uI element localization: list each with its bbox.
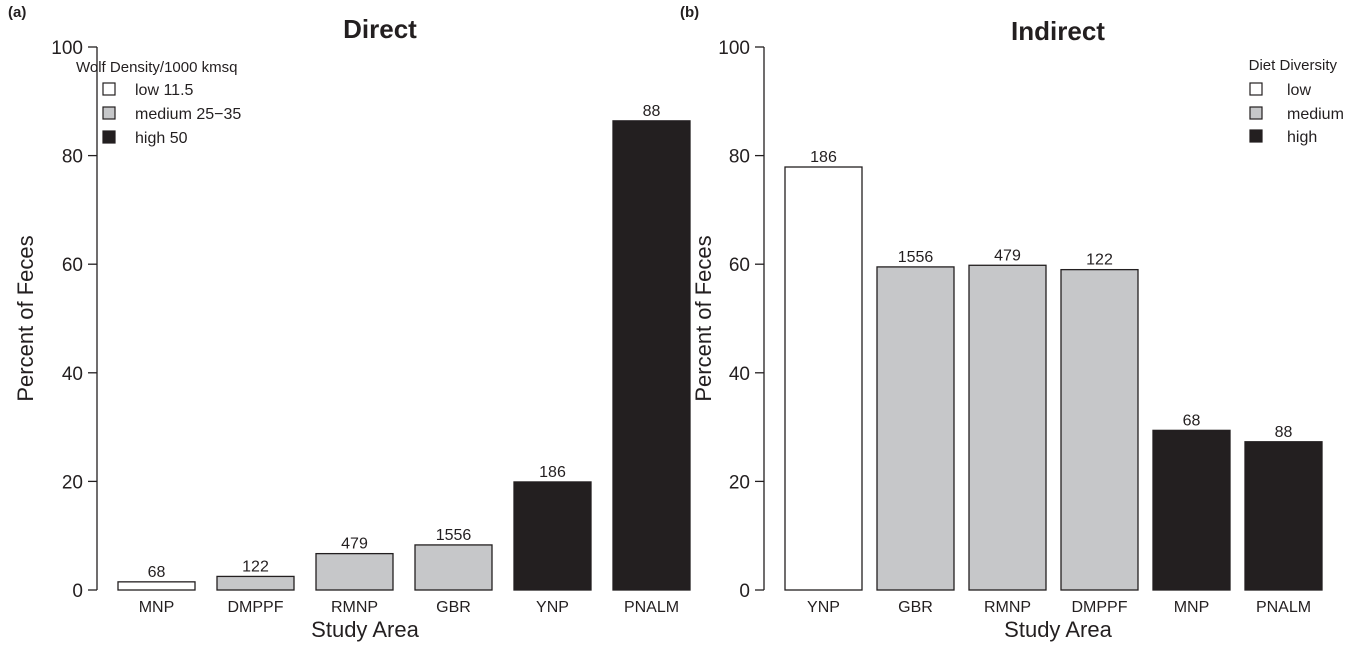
- x-tick-label: MNP: [139, 599, 175, 616]
- x-tick-label: RMNP: [331, 599, 378, 616]
- legend-label-high: high: [1287, 129, 1317, 146]
- bar-data-label: 186: [810, 149, 837, 166]
- chart-title: Direct: [343, 14, 417, 44]
- x-axis-label: Study Area: [311, 617, 419, 642]
- legend: Wolf Density/1000 kmsq low 11.5 medium 25−…: [76, 59, 241, 147]
- bar-pnalm: [612, 120, 691, 591]
- chart-title: Indirect: [1011, 16, 1105, 46]
- bar-data-label: 1556: [898, 249, 934, 266]
- legend-label-medium: medium: [1287, 106, 1344, 123]
- chart-panel-direct: (a) Direct 0 20 40 60 80 100 Percent of Feces 68 M…: [8, 4, 691, 642]
- legend-swatch-high: [1249, 129, 1263, 143]
- legend-swatch-low: [1249, 82, 1263, 96]
- legend-title: Diet Diversity: [1249, 57, 1338, 74]
- legend-swatch-high: [102, 130, 116, 144]
- legend-label-high: high 50: [135, 130, 188, 147]
- y-axis-label: Percent of Feces: [691, 235, 716, 401]
- bar-data-label: 186: [539, 464, 566, 481]
- bar-rmnp: [968, 264, 1047, 591]
- x-tick-label: MNP: [1174, 599, 1210, 616]
- bar-data-label: 479: [994, 247, 1021, 264]
- panel-label: (a): [8, 4, 26, 21]
- bar-data-label: 68: [1183, 412, 1201, 429]
- legend-label-low: low: [1287, 82, 1311, 99]
- y-tick-label: 20: [729, 472, 750, 493]
- bar-data-label: 122: [242, 558, 269, 575]
- bar-ynp: [513, 481, 592, 591]
- bar-data-label: 68: [148, 564, 166, 581]
- x-tick-label: DMPPF: [228, 599, 284, 616]
- x-tick-label: YNP: [536, 599, 569, 616]
- chart-panel-indirect: (b) Indirect 0 20 40 60 80 100 Percent of Feces 1…: [680, 4, 1344, 642]
- y-axis-label: Percent of Feces: [13, 235, 38, 401]
- legend: Diet Diversity low medium high: [1249, 57, 1344, 146]
- bar-data-label: 479: [341, 536, 368, 553]
- y-tick-label: 80: [729, 147, 750, 168]
- x-tick-label: YNP: [807, 599, 840, 616]
- legend-swatch-medium: [102, 106, 116, 120]
- y-tick-label: 0: [72, 581, 83, 602]
- bar-data-label: 88: [643, 103, 661, 120]
- legend-label-low: low 11.5: [135, 82, 194, 99]
- y-tick-label: 40: [729, 364, 750, 385]
- y-tick-label: 80: [62, 147, 83, 168]
- y-tick-label: 60: [62, 255, 83, 276]
- y-tick-label: 0: [739, 581, 750, 602]
- y-tick-label: 100: [718, 38, 750, 59]
- x-tick-label: GBR: [898, 599, 933, 616]
- bar-gbr: [876, 266, 955, 591]
- legend-title: Wolf Density/1000 kmsq: [76, 59, 237, 76]
- y-tick-label: 40: [62, 364, 83, 385]
- x-tick-label: PNALM: [624, 599, 679, 616]
- x-tick-label: GBR: [436, 599, 471, 616]
- y-tick-label: 20: [62, 472, 83, 493]
- legend-swatch-low: [102, 82, 116, 96]
- x-tick-label: PNALM: [1256, 599, 1311, 616]
- bar-data-label: 122: [1086, 252, 1113, 269]
- y-tick-label: 100: [51, 38, 83, 59]
- bar-pnalm: [1244, 441, 1323, 591]
- bar-dmppf: [1060, 268, 1139, 591]
- x-axis-label: Study Area: [1004, 617, 1112, 642]
- bar-mnp: [1152, 429, 1231, 591]
- bar-data-label: 1556: [436, 527, 472, 544]
- bar-data-label: 88: [1275, 424, 1293, 441]
- bar-mnp: [117, 581, 196, 591]
- y-tick-label: 60: [729, 255, 750, 276]
- bar-dmppf: [216, 575, 295, 591]
- bar-gbr: [414, 544, 493, 591]
- x-tick-label: DMPPF: [1072, 599, 1128, 616]
- x-tick-label: RMNP: [984, 599, 1031, 616]
- legend-swatch-medium: [1249, 106, 1263, 120]
- legend-label-medium: medium 25−35: [135, 106, 241, 123]
- bar-rmnp: [315, 552, 394, 591]
- bar-ynp: [784, 166, 863, 591]
- panel-label: (b): [680, 4, 699, 21]
